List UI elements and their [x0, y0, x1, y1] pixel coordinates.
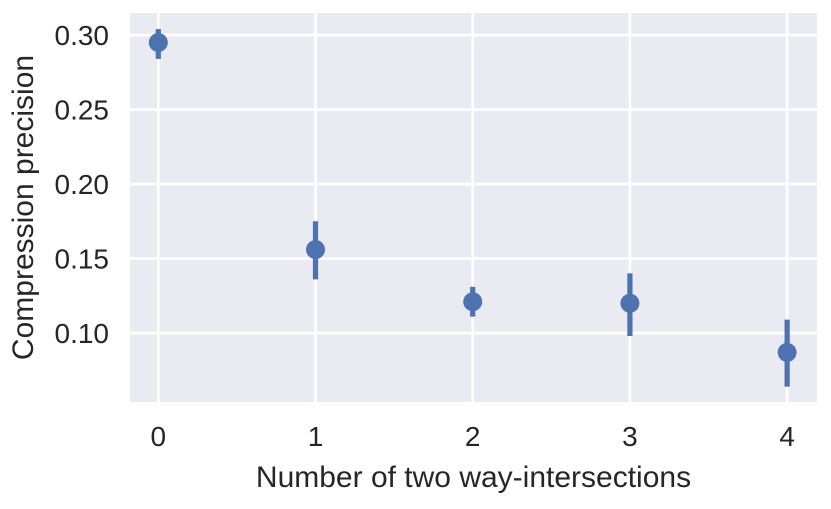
data-point — [620, 293, 640, 313]
x-axis-label: Number of two way-intersections — [256, 461, 691, 494]
y-tick-label: 0.15 — [55, 244, 110, 275]
y-tick-label: 0.10 — [55, 318, 110, 349]
x-tick-label: 4 — [779, 421, 795, 452]
y-tick-label: 0.25 — [55, 95, 110, 126]
data-marks — [148, 29, 797, 387]
x-tick-label: 1 — [308, 421, 324, 452]
data-point — [148, 32, 168, 52]
y-axis-label: Compression precision — [7, 55, 40, 360]
y-tick-label: 0.30 — [55, 20, 110, 51]
x-tick-labels: 0 1 2 3 4 — [151, 421, 795, 452]
data-point — [777, 342, 797, 362]
x-tick-label: 3 — [622, 421, 638, 452]
x-tick-label: 0 — [151, 421, 167, 452]
y-tick-labels: 0.10 0.15 0.20 0.25 0.30 — [55, 20, 110, 349]
data-point — [463, 292, 483, 312]
data-point — [306, 240, 326, 260]
x-tick-label: 2 — [465, 421, 481, 452]
y-tick-label: 0.20 — [55, 169, 110, 200]
